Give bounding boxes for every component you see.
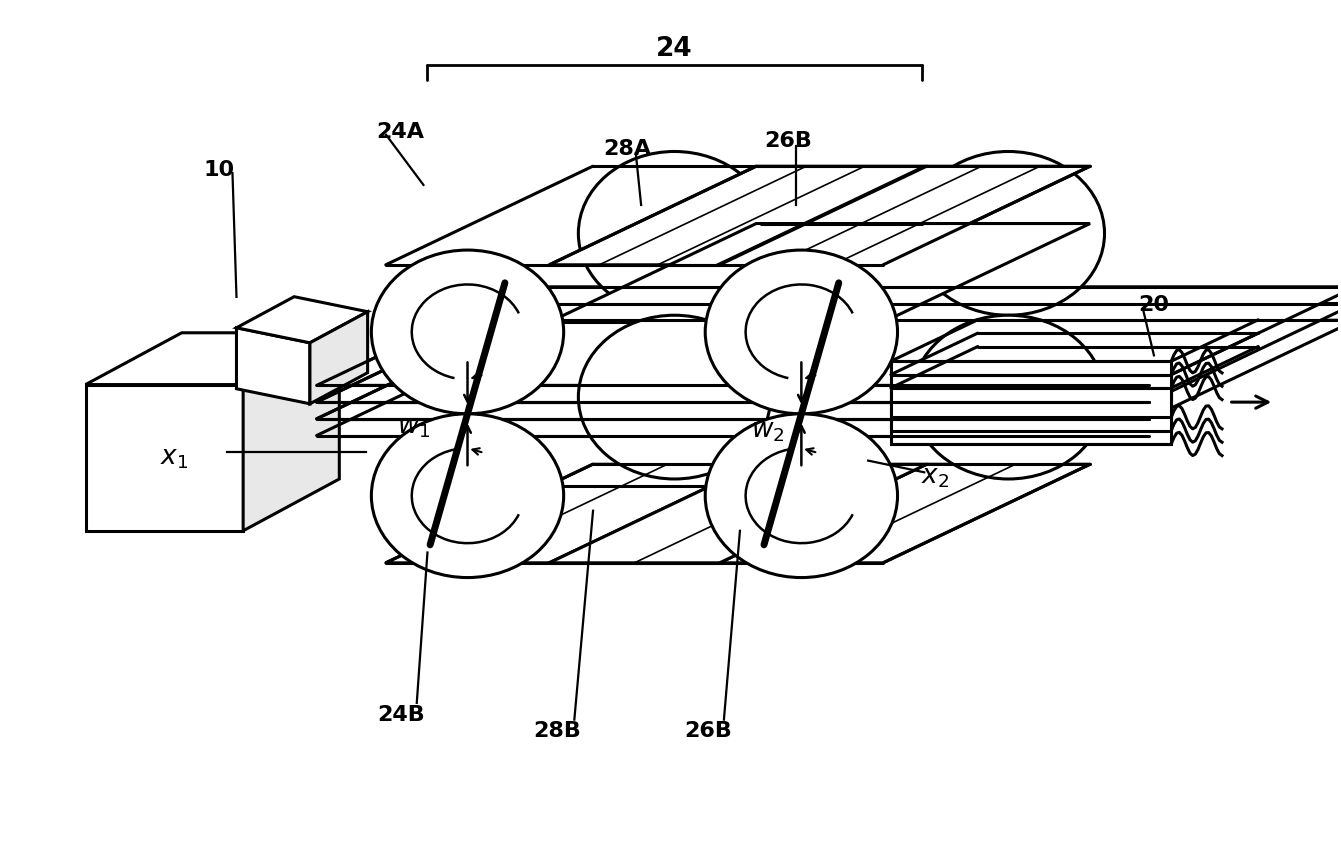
- Ellipse shape: [371, 250, 563, 414]
- Polygon shape: [86, 384, 243, 531]
- Text: 20: 20: [1139, 295, 1169, 315]
- Ellipse shape: [912, 315, 1105, 479]
- Polygon shape: [236, 297, 367, 343]
- Polygon shape: [316, 320, 1341, 419]
- Polygon shape: [316, 287, 1341, 385]
- Polygon shape: [890, 361, 1171, 417]
- Ellipse shape: [578, 315, 771, 479]
- Text: 28B: 28B: [534, 722, 581, 741]
- Text: 28A: 28A: [603, 139, 652, 159]
- Text: 26B: 26B: [684, 722, 732, 741]
- Text: $x_2$: $x_2$: [921, 465, 949, 489]
- Text: $x_1$: $x_1$: [160, 446, 188, 471]
- Ellipse shape: [912, 151, 1105, 315]
- Text: 24A: 24A: [377, 122, 425, 142]
- Text: 24: 24: [656, 35, 693, 61]
- Ellipse shape: [705, 414, 897, 578]
- Ellipse shape: [578, 151, 771, 315]
- Polygon shape: [316, 385, 1149, 402]
- Polygon shape: [386, 464, 1090, 563]
- Polygon shape: [890, 388, 1171, 444]
- Ellipse shape: [705, 250, 897, 414]
- Ellipse shape: [371, 414, 563, 578]
- Polygon shape: [236, 328, 310, 404]
- Polygon shape: [243, 333, 339, 531]
- Polygon shape: [550, 167, 1090, 265]
- Polygon shape: [890, 374, 1171, 431]
- Text: 24B: 24B: [377, 705, 425, 725]
- Polygon shape: [310, 312, 367, 404]
- Polygon shape: [550, 224, 1090, 322]
- Text: 26B: 26B: [764, 130, 811, 151]
- Polygon shape: [86, 333, 339, 384]
- Text: $w_1$: $w_1$: [397, 415, 430, 440]
- Polygon shape: [316, 402, 1149, 419]
- Polygon shape: [316, 419, 1149, 436]
- Polygon shape: [316, 304, 1341, 402]
- Text: $w_2$: $w_2$: [751, 419, 784, 444]
- Text: 10: 10: [204, 160, 235, 180]
